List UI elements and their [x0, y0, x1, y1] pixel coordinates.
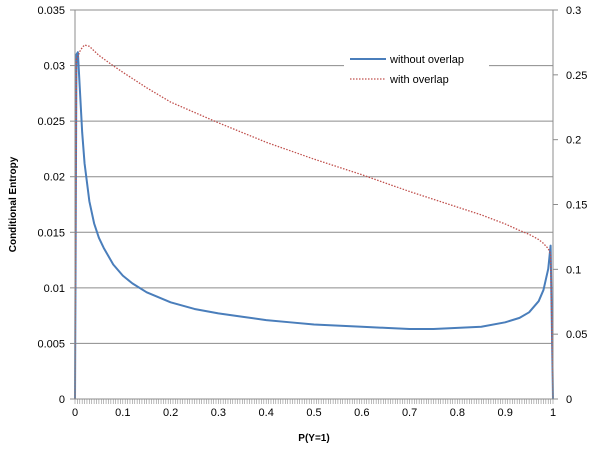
- x-tick-label: 0.4: [259, 407, 274, 419]
- series-line-without-overlap: [74, 51, 554, 400]
- y-tick-label: 0.03: [44, 61, 65, 73]
- left-axis-tick-labels: 0 0.005 0.01 0.015 0.02 0.025 0.03 0.035: [37, 5, 65, 406]
- y2-tick-label: 0.2: [566, 135, 581, 147]
- y-tick-label: 0.025: [37, 116, 65, 128]
- y-tick-label: 0.005: [37, 338, 65, 350]
- y-tick-label: 0: [59, 394, 65, 406]
- right-axis-tick-labels: 0 0.05 0.1 0.15 0.2 0.25 0.3: [566, 5, 587, 406]
- gridlines: [75, 9, 553, 344]
- legend-background: [344, 46, 489, 88]
- y-tick-label: 0.02: [44, 172, 65, 184]
- y-axis-title: Conditional Entropy: [8, 156, 19, 252]
- x-tick-label: 0.8: [450, 407, 465, 419]
- x-tick-label: 1: [550, 407, 556, 419]
- y2-tick-label: 0.05: [566, 329, 587, 341]
- x-tick-label: 0: [72, 407, 78, 419]
- y-tick-label: 0.035: [37, 5, 65, 17]
- y-tick-label: 0.01: [44, 283, 65, 295]
- legend-label-without-overlap: without overlap: [389, 54, 464, 66]
- y2-tick-label: 0.1: [566, 264, 581, 276]
- y2-tick-label: 0.15: [566, 200, 587, 212]
- x-tick-label: 0.2: [163, 407, 178, 419]
- y2-tick-label: 0: [566, 394, 572, 406]
- x-axis-title: P(Y=1): [298, 433, 329, 444]
- x-tick-label: 0.9: [498, 407, 513, 419]
- legend: without overlap with overlap: [344, 46, 489, 88]
- series-line-with-overlap: [74, 44, 554, 400]
- x-tick-label: 0.3: [211, 407, 226, 419]
- x-axis-tick-labels: 0 0.1 0.2 0.3 0.4 0.5 0.6 0.7 0.8 0.9 1: [72, 407, 556, 419]
- y-tick-label: 0.015: [37, 227, 65, 239]
- axes: [70, 9, 558, 404]
- legend-label-with-overlap: with overlap: [389, 74, 449, 86]
- x-tick-label: 0.7: [402, 407, 417, 419]
- y2-tick-label: 0.25: [566, 70, 587, 82]
- series-layer: [74, 44, 554, 400]
- x-tick-label: 0.1: [115, 407, 130, 419]
- x-tick-label: 0.6: [354, 407, 369, 419]
- x-tick-label: 0.5: [306, 407, 321, 419]
- y2-tick-label: 0.3: [566, 5, 581, 17]
